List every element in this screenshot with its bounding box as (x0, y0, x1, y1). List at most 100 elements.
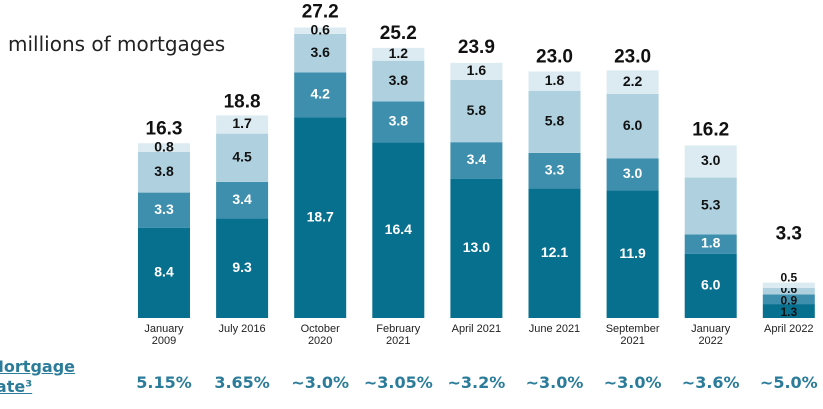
value-label: 3.3 (154, 201, 174, 217)
bar-segment (372, 47, 425, 61)
value-label: 2.2 (623, 73, 643, 89)
total-label: 25.2 (380, 23, 417, 44)
bar-segment (138, 143, 190, 152)
value-label: 0.6 (310, 21, 330, 37)
bar-segment (138, 227, 190, 318)
bar-segment (216, 181, 269, 219)
row-label: Mortgage rate³ (0, 357, 76, 396)
bar-segment (372, 101, 425, 143)
total-label: 23.0 (614, 46, 651, 67)
rate-label: ~3.0% (525, 373, 584, 392)
bar-segment (372, 60, 425, 102)
value-label: 1.8 (701, 235, 721, 251)
value-label: 4.2 (310, 86, 330, 102)
bar-segment (684, 177, 737, 235)
bar-segment (684, 234, 737, 254)
bar-segment (606, 158, 659, 191)
total-label: 16.2 (692, 119, 729, 140)
x-tick-label: April 2021 (451, 323, 502, 335)
value-label: 16.4 (385, 221, 412, 237)
value-label: 3.8 (154, 163, 174, 179)
value-label: 3.4 (467, 151, 487, 167)
rate-label: ~5.0% (759, 373, 818, 392)
bar-segment (450, 62, 503, 81)
total-label: 23.0 (536, 46, 573, 67)
bar-segment (294, 72, 347, 118)
x-tick-label: October 2020 (300, 323, 340, 347)
x-tick-label: January 2009 (144, 323, 184, 347)
value-label: 6.0 (701, 277, 721, 293)
x-tick-label: April 2022 (764, 323, 814, 335)
bar-segment (528, 188, 581, 318)
value-label: 4.5 (232, 148, 252, 164)
total-label: 18.8 (224, 91, 261, 112)
bar-segment (606, 93, 659, 159)
bar-segment (450, 80, 503, 143)
rate-label: ~3.6% (681, 373, 740, 392)
rate-label: 5.15% (136, 373, 192, 392)
x-tick-label: July 2016 (218, 323, 266, 335)
value-label: 3.4 (232, 191, 252, 207)
value-label: 6.0 (623, 117, 643, 133)
total-label: 27.2 (302, 1, 339, 22)
value-label: 3.0 (623, 165, 643, 181)
value-label: 0.9 (780, 294, 797, 308)
bar-segment (450, 142, 503, 179)
bar-segment (138, 151, 190, 193)
value-label: 11.9 (619, 245, 646, 261)
value-label: 5.8 (545, 113, 565, 129)
rate-label: ~3.0% (603, 373, 662, 392)
bar-segment (216, 133, 269, 182)
rate-label: ~3.2% (447, 373, 506, 392)
bar-segment (762, 294, 815, 305)
bar-segment (138, 192, 190, 228)
rate-label: ~3.0% (291, 373, 350, 392)
x-tick-label: January 2022 (691, 323, 731, 347)
bar-segment (762, 304, 815, 318)
x-tick-label: February 2021 (376, 323, 421, 347)
value-label: 1.8 (545, 72, 565, 88)
rate-label: 3.65% (214, 373, 270, 392)
bar-segment (762, 282, 815, 288)
value-label: 1.2 (389, 45, 409, 61)
value-label: 1.6 (467, 62, 487, 78)
bar-segment (528, 152, 581, 189)
value-label: 3.6 (310, 44, 330, 60)
value-label: 5.8 (467, 102, 487, 118)
value-label: 0.5 (780, 271, 797, 285)
value-label: 3.3 (545, 161, 565, 177)
value-label: 0.8 (154, 138, 174, 154)
bar-segment (294, 33, 347, 73)
x-tick-label: June 2021 (528, 323, 581, 335)
value-label: 1.7 (232, 115, 252, 131)
value-label: 3.8 (389, 72, 409, 88)
x-tick-label: September 2021 (605, 323, 660, 347)
bar-segment (294, 117, 347, 318)
value-label: 18.7 (307, 208, 334, 224)
value-label: 5.3 (701, 197, 721, 213)
rate-label: ~3.05% (363, 373, 433, 392)
bar-segment (528, 90, 581, 153)
bar-segment (762, 287, 815, 295)
value-label: 3.8 (389, 113, 409, 129)
bar-segment (216, 115, 269, 134)
bar-segment (372, 142, 425, 318)
bar-segment (606, 190, 659, 318)
value-label: 9.3 (232, 259, 252, 275)
total-label: 23.9 (458, 37, 495, 58)
bar-segment (216, 218, 269, 318)
total-label: 16.3 (146, 118, 183, 139)
value-label: 8.4 (154, 264, 174, 280)
bar-segment (528, 71, 581, 91)
subtitle: millions of mortgages (8, 32, 226, 56)
value-label: 12.1 (541, 244, 568, 260)
bar-segment (294, 27, 347, 34)
bar-segment (684, 145, 737, 178)
bar-segment (606, 70, 659, 94)
total-label: 3.3 (776, 224, 802, 245)
bar-segment (684, 253, 737, 318)
bar-segment (450, 178, 503, 318)
value-label: 1.3 (780, 305, 797, 319)
